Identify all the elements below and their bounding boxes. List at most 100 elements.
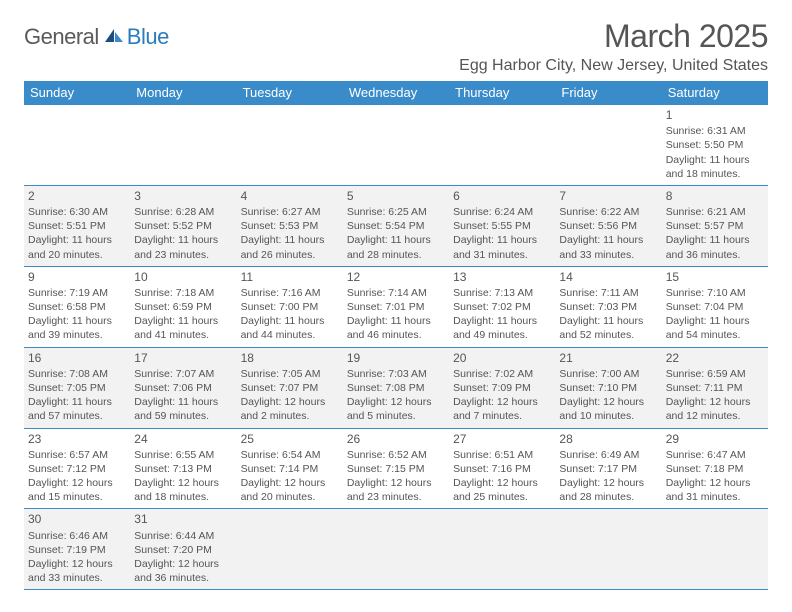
day-number: 20 (453, 348, 551, 367)
day-cell: 28Sunrise: 6:49 AMSunset: 7:17 PMDayligh… (555, 428, 661, 509)
daylight-text: and 41 minutes. (134, 328, 232, 342)
daylight-text: and 2 minutes. (241, 409, 339, 423)
day-cell: 18Sunrise: 7:05 AMSunset: 7:07 PMDayligh… (237, 347, 343, 428)
day-number: 21 (559, 348, 657, 367)
header: General Blue March 2025 Egg Harbor City,… (24, 18, 768, 75)
daylight-text: and 7 minutes. (453, 409, 551, 423)
day-number: 31 (134, 509, 232, 528)
day-cell: 26Sunrise: 6:52 AMSunset: 7:15 PMDayligh… (343, 428, 449, 509)
sunrise-text: Sunrise: 6:57 AM (28, 448, 126, 462)
sunrise-text: Sunrise: 6:44 AM (134, 529, 232, 543)
day-cell: 21Sunrise: 7:00 AMSunset: 7:10 PMDayligh… (555, 347, 661, 428)
day-header: Wednesday (343, 81, 449, 105)
brand-blue: Blue (127, 24, 169, 50)
day-number: 16 (28, 348, 126, 367)
daylight-text: Daylight: 12 hours (453, 476, 551, 490)
day-cell (237, 509, 343, 590)
daylight-text: and 18 minutes. (134, 490, 232, 504)
day-header: Monday (130, 81, 236, 105)
day-number: 17 (134, 348, 232, 367)
daylight-text: Daylight: 12 hours (241, 476, 339, 490)
sunset-text: Sunset: 7:03 PM (559, 300, 657, 314)
sunset-text: Sunset: 7:02 PM (453, 300, 551, 314)
daylight-text: Daylight: 11 hours (453, 233, 551, 247)
daylight-text: and 39 minutes. (28, 328, 126, 342)
day-cell: 1Sunrise: 6:31 AMSunset: 5:50 PMDaylight… (662, 105, 768, 186)
sunset-text: Sunset: 7:17 PM (559, 462, 657, 476)
day-cell: 14Sunrise: 7:11 AMSunset: 7:03 PMDayligh… (555, 266, 661, 347)
daylight-text: Daylight: 12 hours (453, 395, 551, 409)
day-cell: 13Sunrise: 7:13 AMSunset: 7:02 PMDayligh… (449, 266, 555, 347)
daylight-text: Daylight: 11 hours (134, 233, 232, 247)
day-cell: 6Sunrise: 6:24 AMSunset: 5:55 PMDaylight… (449, 185, 555, 266)
sunrise-text: Sunrise: 6:46 AM (28, 529, 126, 543)
sunrise-text: Sunrise: 7:07 AM (134, 367, 232, 381)
day-number: 1 (666, 105, 764, 124)
daylight-text: Daylight: 12 hours (347, 395, 445, 409)
daylight-text: Daylight: 11 hours (666, 314, 764, 328)
day-cell: 11Sunrise: 7:16 AMSunset: 7:00 PMDayligh… (237, 266, 343, 347)
sunset-text: Sunset: 7:13 PM (134, 462, 232, 476)
sunset-text: Sunset: 7:19 PM (28, 543, 126, 557)
day-number: 23 (28, 429, 126, 448)
sunset-text: Sunset: 7:20 PM (134, 543, 232, 557)
daylight-text: and 49 minutes. (453, 328, 551, 342)
day-number: 24 (134, 429, 232, 448)
daylight-text: and 33 minutes. (28, 571, 126, 585)
daylight-text: Daylight: 12 hours (241, 395, 339, 409)
sunrise-text: Sunrise: 6:21 AM (666, 205, 764, 219)
sunset-text: Sunset: 5:54 PM (347, 219, 445, 233)
day-number: 30 (28, 509, 126, 528)
day-number: 2 (28, 186, 126, 205)
day-number: 27 (453, 429, 551, 448)
day-cell: 29Sunrise: 6:47 AMSunset: 7:18 PMDayligh… (662, 428, 768, 509)
day-cell (555, 509, 661, 590)
sunset-text: Sunset: 6:59 PM (134, 300, 232, 314)
day-cell: 30Sunrise: 6:46 AMSunset: 7:19 PMDayligh… (24, 509, 130, 590)
day-header-row: Sunday Monday Tuesday Wednesday Thursday… (24, 81, 768, 105)
week-row: 16Sunrise: 7:08 AMSunset: 7:05 PMDayligh… (24, 347, 768, 428)
sunset-text: Sunset: 7:15 PM (347, 462, 445, 476)
day-number: 13 (453, 267, 551, 286)
day-cell: 19Sunrise: 7:03 AMSunset: 7:08 PMDayligh… (343, 347, 449, 428)
day-number: 22 (666, 348, 764, 367)
day-cell: 24Sunrise: 6:55 AMSunset: 7:13 PMDayligh… (130, 428, 236, 509)
day-cell: 31Sunrise: 6:44 AMSunset: 7:20 PMDayligh… (130, 509, 236, 590)
day-number: 9 (28, 267, 126, 286)
sunset-text: Sunset: 6:58 PM (28, 300, 126, 314)
daylight-text: Daylight: 11 hours (28, 395, 126, 409)
sunrise-text: Sunrise: 6:59 AM (666, 367, 764, 381)
sunset-text: Sunset: 7:12 PM (28, 462, 126, 476)
day-number: 26 (347, 429, 445, 448)
day-number: 18 (241, 348, 339, 367)
day-number: 15 (666, 267, 764, 286)
day-number: 10 (134, 267, 232, 286)
sunset-text: Sunset: 7:10 PM (559, 381, 657, 395)
sunset-text: Sunset: 7:14 PM (241, 462, 339, 476)
day-cell: 20Sunrise: 7:02 AMSunset: 7:09 PMDayligh… (449, 347, 555, 428)
daylight-text: Daylight: 11 hours (134, 395, 232, 409)
daylight-text: Daylight: 12 hours (559, 395, 657, 409)
sunset-text: Sunset: 7:06 PM (134, 381, 232, 395)
daylight-text: Daylight: 12 hours (666, 476, 764, 490)
sunset-text: Sunset: 7:05 PM (28, 381, 126, 395)
sunrise-text: Sunrise: 7:14 AM (347, 286, 445, 300)
day-number: 4 (241, 186, 339, 205)
daylight-text: and 26 minutes. (241, 248, 339, 262)
daylight-text: Daylight: 11 hours (28, 314, 126, 328)
sunset-text: Sunset: 7:08 PM (347, 381, 445, 395)
day-cell: 15Sunrise: 7:10 AMSunset: 7:04 PMDayligh… (662, 266, 768, 347)
daylight-text: Daylight: 12 hours (666, 395, 764, 409)
daylight-text: Daylight: 11 hours (666, 153, 764, 167)
day-cell: 9Sunrise: 7:19 AMSunset: 6:58 PMDaylight… (24, 266, 130, 347)
sunrise-text: Sunrise: 6:55 AM (134, 448, 232, 462)
daylight-text: and 25 minutes. (453, 490, 551, 504)
sunset-text: Sunset: 7:09 PM (453, 381, 551, 395)
sunset-text: Sunset: 5:56 PM (559, 219, 657, 233)
sunset-text: Sunset: 7:16 PM (453, 462, 551, 476)
sunrise-text: Sunrise: 6:31 AM (666, 124, 764, 138)
sunrise-text: Sunrise: 6:52 AM (347, 448, 445, 462)
sunrise-text: Sunrise: 6:51 AM (453, 448, 551, 462)
day-number: 11 (241, 267, 339, 286)
day-number: 25 (241, 429, 339, 448)
